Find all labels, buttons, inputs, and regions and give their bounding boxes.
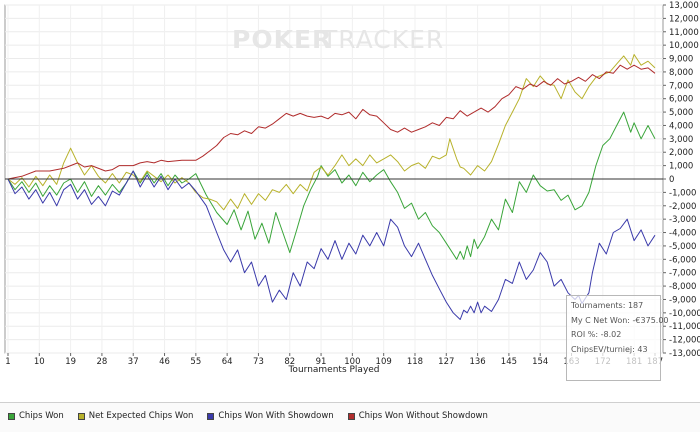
x-tick-label: 154	[532, 357, 548, 367]
x-tick-label: 73	[253, 357, 264, 367]
y-tick-label: 1,000	[669, 162, 693, 172]
legend-swatch	[77, 412, 85, 420]
legend-item-net-expected-chips-won[interactable]: Net Expected Chips Won	[77, 411, 194, 421]
y-tick-label: -13,000	[669, 349, 700, 359]
y-tick-label: 4,000	[669, 121, 693, 131]
y-tick-label: -6,000	[669, 255, 696, 265]
legend-label: Net Expected Chips Won	[88, 411, 194, 421]
legend-swatch	[8, 412, 15, 420]
legend: Chips Won Net Expected Chips Won Chips Won…	[0, 402, 700, 432]
y-tick-label: -11,000	[669, 322, 700, 332]
y-tick-label: -7,000	[669, 269, 696, 279]
y-tick-label: 5,000	[669, 108, 693, 118]
y-tick-label: 3,000	[669, 135, 693, 145]
legend-swatch	[207, 412, 215, 420]
legend-item-chips-won-with-showdown[interactable]: Chips Won With Showdown	[207, 411, 334, 421]
x-tick-label: 118	[407, 357, 423, 367]
x-tick-label: 145	[501, 357, 517, 367]
y-tick-label: -9,000	[669, 295, 696, 305]
y-tick-label: -3,000	[669, 215, 696, 225]
x-tick-label: 55	[190, 357, 201, 367]
x-tick-label: 64	[222, 357, 233, 367]
y-tick-label: -1,000	[669, 188, 696, 198]
y-tick-label: -12,000	[669, 336, 700, 346]
x-tick-label: 19	[65, 357, 76, 367]
legend-label: Chips Won Without Showdown	[358, 411, 488, 421]
x-tick-label: 28	[97, 357, 108, 367]
y-tick-label: 10,000	[669, 41, 699, 51]
tooltip-chipsev: ChipsEV/turniej: 43	[571, 344, 648, 354]
tooltip-net-won: My C Net Won: -€375.00	[571, 315, 669, 325]
legend-swatch	[347, 412, 355, 420]
y-axis-labels: 13,000 12,000 11,000 10,000 9,000 8,000 7,000 6…	[663, 1, 700, 359]
legend-label: Chips Won With Showdown	[218, 411, 334, 421]
y-tick-label: 13,000	[669, 1, 699, 11]
tooltip-roi: ROI %: -8.02	[571, 330, 622, 339]
x-tick-label: 82	[284, 357, 295, 367]
series-line-chips-won-with-showdown	[7, 170, 656, 320]
y-tick-label: 2,000	[669, 148, 693, 158]
y-tick-label: 12,000	[669, 14, 699, 24]
tooltip-tournaments: Tournaments: 187	[571, 301, 644, 310]
x-tick-label: 127	[438, 357, 454, 367]
x-tick-label: 10	[34, 357, 45, 367]
legend-label: Chips Won	[19, 411, 64, 421]
y-tick-label: 7,000	[669, 81, 693, 91]
watermark-part2: TRACKER	[321, 25, 444, 54]
y-tick-label: -5,000	[669, 242, 696, 252]
legend-row: Chips Won Net Expected Chips Won Chips Won…	[8, 411, 502, 421]
legend-item-chips-won-without-showdown[interactable]: Chips Won Without Showdown	[347, 411, 488, 421]
x-tick-label: 46	[159, 357, 170, 367]
x-tick-label: 37	[128, 357, 139, 367]
y-tick-label: -4,000	[669, 229, 696, 239]
legend-item-chips-won[interactable]: Chips Won	[8, 411, 64, 421]
x-tick-label: 100	[344, 357, 360, 367]
y-tick-label: 11,000	[669, 28, 699, 38]
y-tick-label: 0	[669, 175, 674, 185]
watermark-part1: POKER	[232, 25, 332, 54]
y-tick-label: 6,000	[669, 95, 693, 105]
y-tick-label: -10,000	[669, 309, 700, 319]
x-tick-label: 1	[5, 357, 10, 367]
watermark: POKER TRACKER	[232, 25, 444, 54]
chart: POKER TRACKER 13,00012,00011,00010,0009,…	[4, 1, 700, 375]
y-tick-label: 8,000	[669, 68, 693, 78]
x-tick-label: 136	[469, 357, 485, 367]
y-tick-label: -8,000	[669, 282, 696, 292]
x-axis-title: Tournaments Played	[287, 365, 379, 375]
y-tick-label: 9,000	[669, 55, 693, 65]
stats-tooltip: Tournaments: 187 My C Net Won: -€375.00 …	[566, 295, 669, 381]
y-tick-label: -2,000	[669, 202, 696, 212]
x-tick-label: 91	[316, 357, 327, 367]
series-line-chips-won-without-showdown	[7, 64, 656, 180]
x-tick-label: 109	[376, 357, 392, 367]
